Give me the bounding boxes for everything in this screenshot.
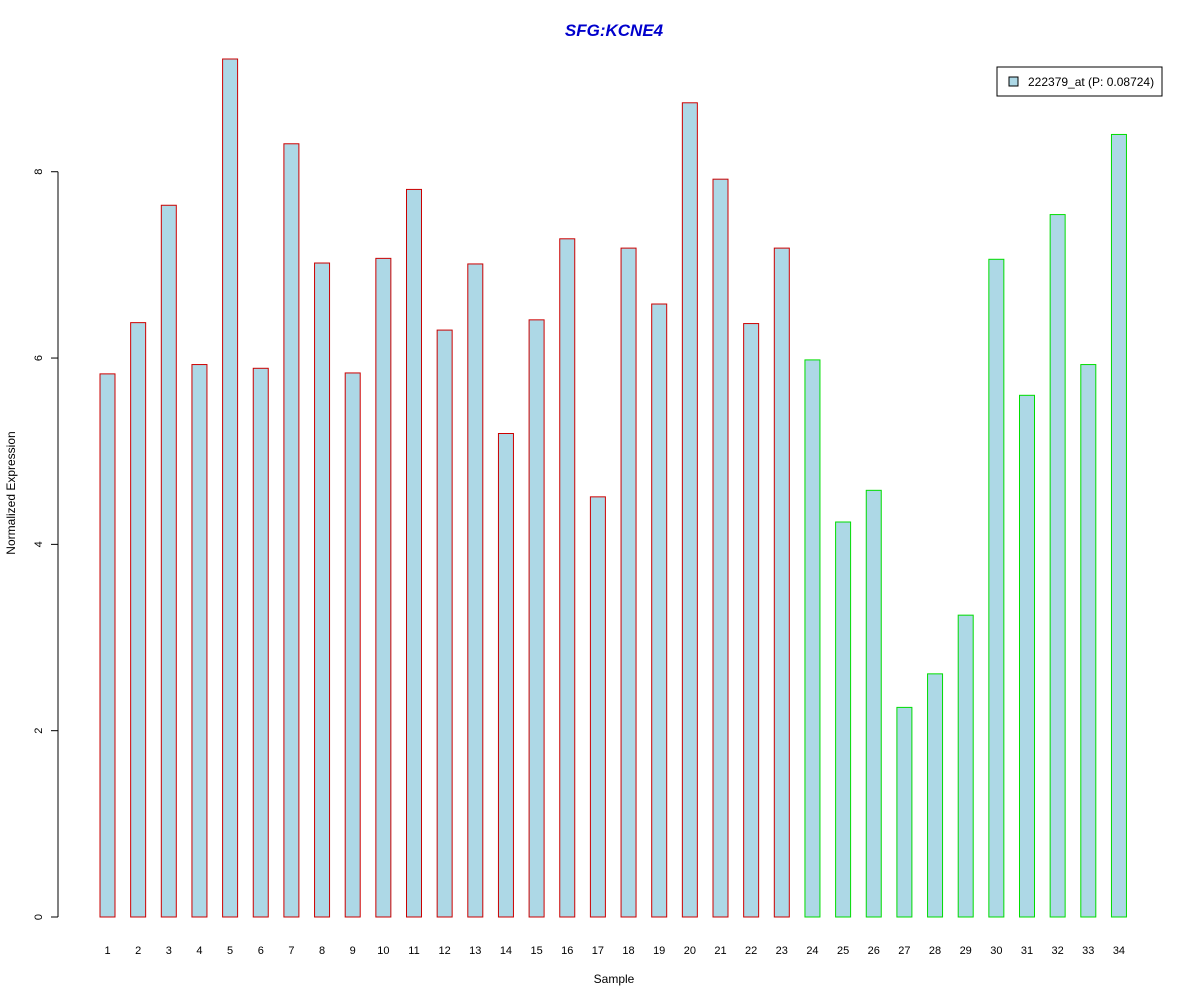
bar-sample-26 bbox=[865, 489, 882, 918]
bar-sample-12 bbox=[436, 329, 453, 918]
x-tick-label: 3 bbox=[166, 945, 172, 957]
x-tick-label: 14 bbox=[500, 945, 512, 957]
y-tick-label: 0 bbox=[33, 914, 45, 920]
bars-group bbox=[99, 58, 1127, 918]
bar-sample-32 bbox=[1049, 214, 1066, 918]
x-axis-title: Sample bbox=[594, 972, 635, 986]
bar-sample-23 bbox=[773, 247, 790, 918]
bar-sample-16 bbox=[559, 238, 576, 918]
x-tick-label: 23 bbox=[776, 945, 788, 957]
bar-sample-3 bbox=[160, 204, 177, 918]
x-tick-label: 9 bbox=[350, 945, 356, 957]
x-tick-label: 13 bbox=[469, 945, 481, 957]
bar-sample-18 bbox=[620, 247, 637, 918]
bar-sample-20 bbox=[681, 102, 698, 918]
y-tick-label: 2 bbox=[33, 728, 45, 734]
legend: 222379_at (P: 0.08724) bbox=[996, 66, 1163, 97]
x-tick-label: 33 bbox=[1082, 945, 1094, 957]
bar-sample-8 bbox=[314, 262, 331, 918]
x-tick-label: 10 bbox=[377, 945, 389, 957]
bar-sample-30 bbox=[988, 258, 1005, 918]
x-tick-label: 5 bbox=[227, 945, 233, 957]
bar-sample-10 bbox=[375, 257, 392, 918]
bar-sample-7 bbox=[283, 143, 300, 918]
bar-sample-25 bbox=[835, 521, 852, 918]
y-tick-label: 4 bbox=[33, 541, 45, 547]
x-tick-label: 22 bbox=[745, 945, 757, 957]
bar-sample-27 bbox=[896, 706, 913, 918]
bar-sample-14 bbox=[497, 433, 514, 918]
bar-sample-13 bbox=[467, 263, 484, 918]
bar-sample-5 bbox=[222, 58, 239, 918]
x-tick-label: 31 bbox=[1021, 945, 1033, 957]
x-tick-label: 28 bbox=[929, 945, 941, 957]
bar-sample-24 bbox=[804, 359, 821, 918]
x-tick-label: 6 bbox=[258, 945, 264, 957]
x-tick-label: 20 bbox=[684, 945, 696, 957]
bar-sample-17 bbox=[589, 496, 606, 918]
bar-sample-15 bbox=[528, 319, 545, 918]
x-tick-label: 18 bbox=[622, 945, 634, 957]
bar-sample-2 bbox=[130, 322, 147, 918]
bar-sample-29 bbox=[957, 614, 974, 918]
bar-sample-4 bbox=[191, 364, 208, 918]
x-tick-label: 17 bbox=[592, 945, 604, 957]
legend-box bbox=[996, 66, 1163, 97]
bar-sample-6 bbox=[252, 367, 269, 918]
y-axis: 0 2 4 6 8 bbox=[33, 169, 59, 920]
x-axis-labels: 1 2 3 4 5 6 7 8 9 10 11 12 13 14 15 16 17 18 19 20 21 22 23 24 2… bbox=[104, 945, 1125, 957]
x-tick-label: 25 bbox=[837, 945, 849, 957]
x-tick-label: 34 bbox=[1113, 945, 1125, 957]
bar-sample-28 bbox=[927, 673, 944, 918]
x-tick-label: 7 bbox=[288, 945, 294, 957]
x-tick-label: 27 bbox=[898, 945, 910, 957]
bar-sample-9 bbox=[344, 372, 361, 918]
x-tick-label: 2 bbox=[135, 945, 141, 957]
y-tick-label: 8 bbox=[33, 169, 45, 175]
bar-sample-21 bbox=[712, 178, 729, 918]
x-tick-label: 19 bbox=[653, 945, 665, 957]
x-tick-label: 30 bbox=[990, 945, 1002, 957]
bar-sample-11 bbox=[406, 188, 422, 918]
x-tick-label: 1 bbox=[104, 945, 110, 957]
bar-sample-31 bbox=[1019, 394, 1035, 918]
x-tick-label: 16 bbox=[561, 945, 573, 957]
y-axis-title: Normalized Expression bbox=[4, 431, 18, 554]
legend-swatch bbox=[1008, 76, 1019, 87]
y-tick-label: 6 bbox=[33, 355, 45, 361]
x-tick-label: 24 bbox=[806, 945, 818, 957]
x-tick-label: 26 bbox=[868, 945, 880, 957]
x-tick-label: 21 bbox=[714, 945, 726, 957]
bar-sample-22 bbox=[743, 323, 760, 918]
x-tick-label: 4 bbox=[196, 945, 202, 957]
bar-sample-19 bbox=[651, 303, 668, 918]
x-tick-label: 15 bbox=[530, 945, 542, 957]
x-tick-label: 8 bbox=[319, 945, 325, 957]
legend-label: 222379_at (P: 0.08724) bbox=[1028, 75, 1154, 89]
x-tick-label: 29 bbox=[960, 945, 972, 957]
x-tick-label: 11 bbox=[408, 945, 419, 957]
chart-title: SFG:KCNE4 bbox=[565, 21, 664, 40]
x-tick-label: 32 bbox=[1052, 945, 1064, 957]
bar-sample-34 bbox=[1110, 133, 1127, 918]
bar-sample-33 bbox=[1080, 364, 1097, 918]
bar-sample-1 bbox=[99, 373, 116, 918]
x-tick-label: 12 bbox=[439, 945, 451, 957]
